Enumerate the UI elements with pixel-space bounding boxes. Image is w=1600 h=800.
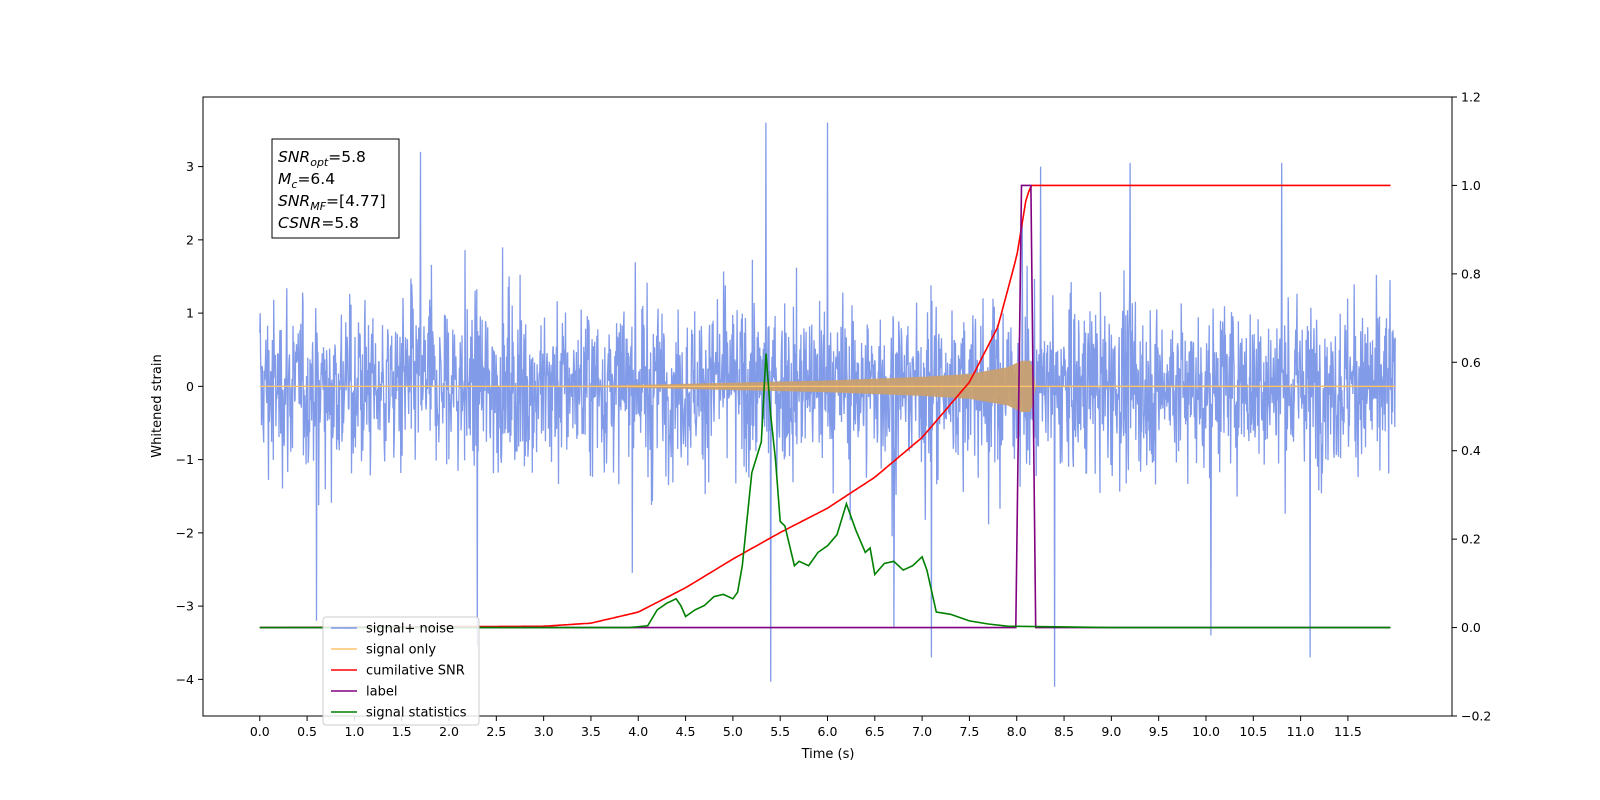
x-tick-label: 1.0 <box>344 724 364 739</box>
y-tick-label: −1 <box>176 452 194 467</box>
y-tick-label: −4 <box>176 672 194 687</box>
y-axis-left: 3 2 1 0 −1 −2 −3 −4 <box>176 159 203 687</box>
x-tick-label: 3.5 <box>581 724 601 739</box>
y-tick-label: 1 <box>186 306 194 321</box>
x-tick-label: 10.0 <box>1192 724 1220 739</box>
x-tick-label: 5.5 <box>770 724 790 739</box>
y2-tick-label: 0.8 <box>1461 266 1481 281</box>
x-tick-label: 0.5 <box>297 724 317 739</box>
y2-tick-label: 0.0 <box>1461 620 1481 635</box>
y-tick-label: 0 <box>186 379 194 394</box>
y2-tick-label: −0.2 <box>1461 709 1491 724</box>
y-tick-label: 3 <box>186 159 194 174</box>
annotation-line: Mc=6.4 <box>278 170 335 191</box>
x-tick-label: 11.0 <box>1287 724 1315 739</box>
legend-label: signal statistics <box>366 706 467 721</box>
legend-label: signal only <box>366 643 436 658</box>
annotation-line: SNRMF=[4.77] <box>278 192 386 213</box>
x-tick-label: 10.5 <box>1239 724 1267 739</box>
legend-label: label <box>366 685 397 700</box>
y-axis-label: Whitened strain <box>150 354 165 457</box>
x-tick-label: 9.5 <box>1149 724 1169 739</box>
legend-frame <box>322 616 480 726</box>
x-tick-label: 4.0 <box>628 724 648 739</box>
x-tick-label: 5.0 <box>723 724 743 739</box>
x-tick-label: 11.5 <box>1334 724 1362 739</box>
y2-tick-label: 0.2 <box>1461 532 1481 547</box>
annotation-line: CSNR=5.8 <box>278 214 359 232</box>
x-tick-label: 4.5 <box>676 724 696 739</box>
legend: signal+ noise signal only cumilative SNR la… <box>322 616 480 726</box>
x-tick-label: 2.0 <box>439 724 459 739</box>
legend-label: cumilative SNR <box>366 664 465 679</box>
y-tick-label: −3 <box>176 599 194 614</box>
y2-tick-label: 0.4 <box>1461 443 1481 458</box>
x-tick-label: 9.0 <box>1101 724 1121 739</box>
legend-label: signal+ noise <box>366 622 454 637</box>
annotation-frame <box>271 138 400 239</box>
x-tick-label: 6.5 <box>865 724 885 739</box>
y2-tick-label: 1.2 <box>1461 90 1481 105</box>
x-tick-label: 1.5 <box>392 724 412 739</box>
x-axis: 0.0 0.5 1.0 1.5 2.0 2.5 3.0 3.5 4.0 4.5 5.0 5.5 6.0 6… <box>250 716 1362 739</box>
x-tick-label: 2.5 <box>486 724 506 739</box>
plot-area <box>259 122 1396 687</box>
series-signal-statistics <box>259 353 1391 629</box>
y2-tick-label: 1.0 <box>1461 178 1481 193</box>
x-tick-label: 3.0 <box>534 724 554 739</box>
y2-tick-label: 0.6 <box>1461 355 1481 370</box>
x-tick-label: 6.0 <box>818 724 838 739</box>
x-tick-label: 8.0 <box>1007 724 1027 739</box>
x-tick-label: 0.0 <box>250 724 270 739</box>
x-tick-label: 8.5 <box>1054 724 1074 739</box>
x-tick-label: 7.5 <box>959 724 979 739</box>
y-tick-label: 2 <box>186 232 194 247</box>
x-tick-label: 7.0 <box>912 724 932 739</box>
y-tick-label: −2 <box>176 525 194 540</box>
x-axis-label: Time (s) <box>801 747 855 762</box>
annotation-line: SNRopt=5.8 <box>278 148 366 169</box>
y-axis-right: 1.2 1.0 0.8 0.6 0.4 0.2 0.0 −0.2 <box>1452 90 1491 724</box>
series-signal-noise <box>259 122 1396 687</box>
